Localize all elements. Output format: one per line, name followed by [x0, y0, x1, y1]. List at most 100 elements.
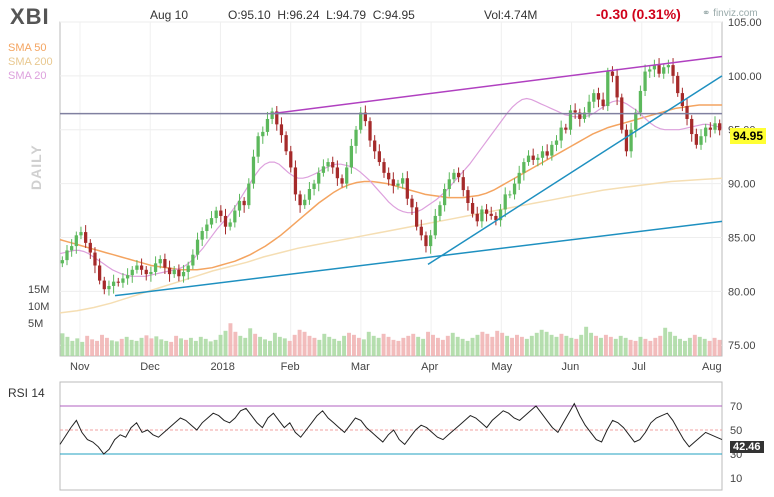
rsi-line: [59, 402, 723, 455]
volume-tick-label: 10M: [28, 301, 49, 313]
volume-bar: [75, 338, 80, 356]
candle-body: [629, 129, 633, 152]
volume-bar: [673, 335, 678, 356]
candle-body: [97, 265, 102, 281]
ohlc-label: O:95.10 H:96.24 L:94.79 C:94.95: [228, 8, 415, 22]
upper-trend-line: [271, 55, 723, 115]
volume-bar: [697, 336, 702, 356]
volume-bar: [519, 336, 524, 356]
candle-body: [438, 205, 442, 216]
indicator-lines: [59, 97, 723, 314]
volume-bar: [159, 339, 164, 356]
volume-bar: [445, 335, 450, 356]
volume-bar: [663, 327, 668, 356]
volume-bar: [465, 340, 470, 356]
price-tick-label: 105.00: [728, 17, 762, 29]
volume-bar: [470, 337, 475, 356]
globe-icon: ⚭: [702, 8, 711, 19]
candle-body: [219, 210, 223, 216]
candle-body: [415, 207, 419, 227]
volume-bar: [584, 326, 589, 356]
candle-body: [442, 189, 447, 206]
volume-bar: [569, 337, 574, 356]
volume-bar: [386, 336, 391, 356]
volume-bar: [223, 330, 228, 356]
volume-bar: [60, 333, 65, 356]
candle-body: [70, 246, 74, 251]
candle-body: [88, 242, 92, 253]
candle-body: [671, 65, 675, 76]
volume-tick-label: 15M: [28, 284, 49, 296]
rsi-tick-label: 10: [730, 473, 742, 485]
candle-body: [60, 260, 64, 264]
candle-body: [195, 239, 200, 255]
candle-body: [349, 145, 354, 168]
candle-body: [657, 65, 661, 74]
lower-trend-line: [114, 220, 723, 297]
candle-body: [158, 259, 162, 264]
candle-body: [242, 200, 246, 206]
volume-bar: [351, 334, 356, 356]
candle-body: [452, 172, 456, 180]
candle-body: [363, 112, 367, 122]
candle-body: [447, 179, 451, 189]
rsi-tick-label: 70: [730, 401, 742, 413]
candle-body: [428, 235, 433, 247]
volume-bar: [258, 336, 263, 356]
volume-bar: [687, 337, 692, 356]
candle-body: [321, 166, 326, 173]
rsi-value-badge: 42.46: [730, 441, 764, 453]
candle-body: [564, 127, 568, 130]
rsi-label: RSI 14: [8, 386, 45, 400]
volume-bar: [411, 333, 416, 356]
volume-bar: [658, 335, 663, 356]
legend-sma200: SMA 200: [8, 56, 53, 68]
candle-body: [666, 65, 671, 68]
candle-body: [340, 178, 344, 184]
volume-bar: [435, 337, 440, 356]
volume-bar: [678, 338, 682, 356]
candle-body: [489, 213, 493, 216]
candle-body: [470, 203, 475, 214]
volume-bar: [608, 336, 613, 356]
candle-body: [522, 162, 526, 173]
volume-bar: [717, 339, 722, 356]
volume-bar: [682, 340, 687, 356]
volume-bar: [337, 340, 342, 356]
candle-body: [410, 198, 414, 208]
candle-body: [718, 123, 722, 131]
volume-bar: [263, 339, 267, 356]
price-tick-label: 75.00: [728, 340, 756, 352]
candle-body: [596, 93, 601, 100]
month-tick-label: Feb: [281, 361, 300, 373]
candle-body: [289, 151, 293, 168]
volume-bar: [594, 335, 598, 356]
source-logo[interactable]: ⚭ finviz.com: [702, 8, 758, 19]
volume-bar: [589, 332, 594, 356]
candle-body: [582, 112, 587, 119]
month-tick-label: 2018: [210, 361, 234, 373]
candle-body: [498, 209, 503, 221]
volume-bar: [154, 336, 159, 356]
candles: [60, 58, 722, 296]
volume-bar: [361, 339, 366, 356]
ticker-symbol: XBI: [10, 4, 50, 29]
volume-bar: [426, 331, 431, 356]
volume-bar: [95, 340, 100, 356]
candle-body: [377, 151, 381, 163]
source-label: finviz.com: [713, 8, 758, 19]
candle-body: [456, 172, 461, 178]
volume-bar: [485, 333, 490, 356]
volume-bar: [327, 336, 332, 356]
volume-bar: [500, 332, 505, 356]
volume-bar: [623, 337, 628, 356]
candle-body: [652, 65, 657, 70]
candle-body: [102, 280, 106, 290]
candle-body: [526, 155, 531, 163]
volume-bar: [712, 337, 717, 356]
month-tick-label: Jun: [562, 361, 580, 373]
volume-bar: [282, 338, 287, 356]
candle-body: [223, 215, 228, 227]
volume-bar: [603, 334, 608, 356]
